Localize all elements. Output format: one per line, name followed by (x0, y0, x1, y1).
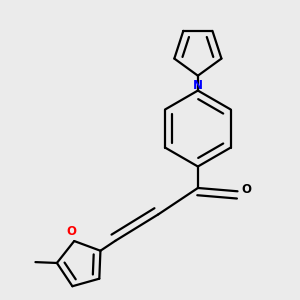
Text: O: O (242, 183, 252, 196)
Text: N: N (193, 79, 203, 92)
Text: O: O (67, 225, 76, 238)
